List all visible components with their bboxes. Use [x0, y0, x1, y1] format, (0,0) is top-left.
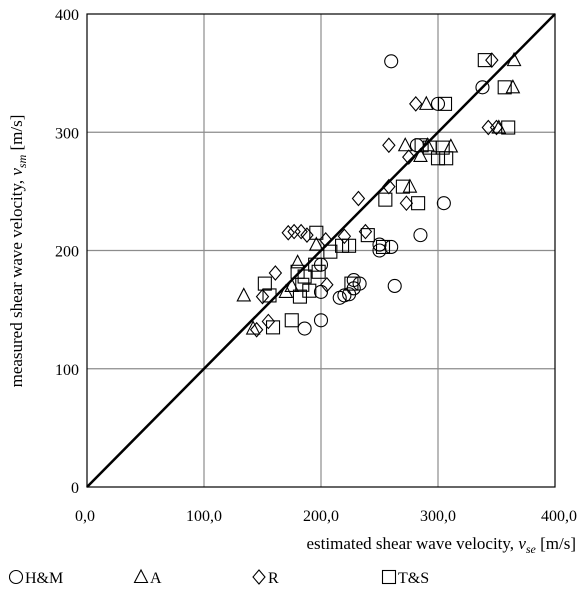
data-point-square: [501, 120, 516, 135]
data-point-triangle: [290, 254, 306, 269]
data-point-square: [435, 140, 450, 155]
data-point-diamond: [287, 223, 301, 240]
data-point-square: [302, 283, 317, 298]
y-tick-label: 200: [55, 244, 79, 261]
data-point-square: [323, 244, 338, 259]
data-point-square: [437, 96, 453, 111]
data-point-square: [430, 151, 446, 166]
data-point-diamond: [489, 119, 504, 136]
data-point-square: [308, 257, 323, 272]
data-point-square: [311, 264, 326, 279]
data-point-diamond: [268, 265, 283, 281]
data-point-circle: [384, 239, 399, 255]
data-point-square: [297, 269, 312, 284]
data-points: [236, 51, 522, 338]
data-point-circle: [384, 54, 399, 69]
series-circle: [297, 54, 490, 336]
data-point-square: [309, 225, 324, 240]
data-point-circle: [387, 278, 402, 294]
data-point-diamond: [255, 288, 270, 305]
data-point-diamond: [300, 227, 314, 243]
data-point-triangle: [418, 95, 434, 110]
data-point-triangle: [236, 287, 252, 302]
y-tick-label: 300: [55, 125, 79, 142]
data-point-square: [411, 196, 426, 211]
data-point-square: [375, 239, 391, 255]
legend-marker-square: [381, 569, 397, 585]
legend-label: A: [150, 570, 162, 587]
data-point-square: [414, 138, 429, 153]
data-point-triangle: [505, 79, 521, 94]
data-point-diamond: [351, 190, 366, 207]
y-tick-label: 100: [55, 362, 79, 379]
legend-marker-triangle: [133, 568, 149, 584]
x-tick-label: 100,0: [186, 508, 222, 525]
data-point-square: [342, 238, 357, 253]
legend-label: R: [268, 570, 279, 587]
data-point-triangle: [413, 147, 428, 162]
y-axis-label: measured shear wave velocity, vsm [m/s]: [7, 115, 29, 388]
x-tick-label: 200,0: [303, 508, 339, 525]
legend-marker-circle: [8, 569, 24, 585]
data-point-diamond: [281, 224, 295, 241]
data-point-diamond: [320, 276, 334, 293]
data-point-circle: [475, 80, 490, 95]
plot-frame: [86, 13, 556, 488]
data-point-square: [439, 151, 454, 166]
data-point-triangle: [506, 51, 522, 67]
data-point-diamond: [399, 195, 414, 212]
data-point-diamond: [318, 232, 333, 248]
data-point-square: [360, 228, 375, 243]
data-point-diamond: [249, 321, 264, 338]
x-tick-label: 300,0: [420, 508, 456, 525]
data-point-triangle: [245, 320, 261, 335]
data-point-circle: [332, 290, 347, 305]
x-tick-label: 0,0: [75, 508, 95, 525]
data-point-square: [378, 192, 393, 207]
data-point-square: [265, 320, 281, 335]
data-point-triangle: [284, 277, 300, 293]
data-point-circle: [342, 287, 357, 302]
data-point-square: [257, 276, 272, 291]
data-point-square: [395, 179, 410, 194]
data-point-circle: [413, 228, 428, 243]
x-axis-label: estimated shear wave velocity, vse [m/s]: [307, 534, 576, 556]
legend-item: R: [252, 569, 279, 587]
data-point-square: [344, 276, 359, 291]
legend-label: T&S: [398, 570, 429, 587]
data-point-circle: [297, 321, 312, 336]
data-point-square: [292, 289, 307, 304]
data-point-square: [262, 288, 277, 303]
data-point-diamond: [382, 137, 396, 154]
data-point-square: [477, 53, 492, 68]
legend: H&M A R T&S: [8, 568, 429, 587]
x-tick-label: 400,0: [541, 508, 577, 525]
legend-item: T&S: [381, 569, 429, 587]
data-point-diamond: [261, 313, 276, 330]
legend-marker-diamond: [252, 569, 266, 585]
data-point-circle: [313, 313, 329, 328]
data-point-square: [497, 80, 512, 95]
legend-item: A: [133, 568, 162, 587]
data-point-square: [284, 313, 299, 328]
data-point-diamond: [337, 228, 352, 245]
y-tick-labels: 0 100 200 300 400: [55, 7, 79, 497]
legend-item: H&M: [8, 569, 63, 587]
data-point-circle: [372, 237, 387, 252]
data-point-diamond: [402, 149, 416, 165]
data-point-circle: [436, 196, 451, 211]
legend-label: H&M: [25, 570, 63, 587]
data-point-diamond: [409, 96, 423, 112]
data-point-triangle: [308, 236, 324, 251]
data-point-triangle: [397, 137, 413, 152]
x-tick-labels: 0,0 100,0 200,0 300,0 400,0: [75, 508, 577, 525]
series-diamond: [249, 52, 504, 338]
data-point-diamond: [294, 223, 308, 240]
y-tick-label: 0: [71, 480, 79, 497]
y-tick-label: 400: [55, 7, 79, 24]
data-point-triangle: [420, 137, 435, 152]
series-square: [257, 53, 516, 335]
